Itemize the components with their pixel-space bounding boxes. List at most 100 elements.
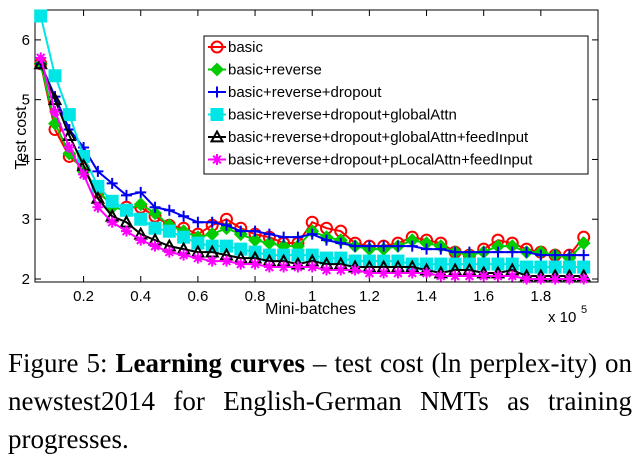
data-point bbox=[449, 270, 461, 282]
x-tick-label: 1.6 bbox=[473, 288, 494, 305]
x-axis-label: Mini-batches bbox=[265, 301, 356, 318]
data-point bbox=[549, 273, 561, 285]
data-point bbox=[220, 255, 232, 267]
caption-label: Figure 5: bbox=[8, 348, 108, 378]
data-point bbox=[249, 258, 261, 270]
data-point bbox=[478, 270, 490, 282]
data-point bbox=[563, 249, 575, 261]
data-point bbox=[392, 240, 404, 252]
data-point bbox=[578, 249, 590, 261]
legend-label: basic bbox=[228, 39, 264, 56]
data-point bbox=[349, 240, 361, 252]
legend-box bbox=[203, 35, 589, 175]
x-tick-label: 1 bbox=[308, 288, 316, 305]
data-point bbox=[521, 246, 533, 258]
data-point bbox=[206, 255, 218, 267]
data-point bbox=[192, 252, 204, 264]
x-axis-multiplier: x 10 5 bbox=[548, 304, 587, 326]
y-tick-label: 3 bbox=[22, 211, 30, 228]
data-point bbox=[421, 243, 433, 255]
data-point bbox=[363, 240, 375, 252]
data-point bbox=[506, 270, 518, 282]
y-tick-label: 4 bbox=[22, 151, 30, 168]
legend: basic basic+reverse basic+reverse+dropout b… bbox=[203, 35, 589, 175]
data-point bbox=[249, 225, 261, 237]
x-tick-label: 0.4 bbox=[130, 288, 151, 305]
data-point bbox=[148, 221, 162, 235]
data-point bbox=[578, 273, 590, 285]
data-point bbox=[406, 267, 418, 279]
y-tick-label: 5 bbox=[22, 92, 30, 109]
legend-label: basic+reverse bbox=[228, 62, 322, 79]
data-point bbox=[92, 165, 104, 177]
x-tick-label: 0.6 bbox=[187, 288, 208, 305]
caption-text: – test cost (ln perplex-ity) on newstest… bbox=[8, 348, 632, 454]
data-point bbox=[62, 108, 76, 122]
data-point bbox=[263, 228, 275, 240]
data-point bbox=[33, 56, 48, 70]
data-point bbox=[535, 249, 547, 261]
data-point bbox=[192, 216, 204, 228]
data-point bbox=[321, 264, 333, 276]
data-point bbox=[521, 273, 533, 285]
data-point bbox=[106, 216, 118, 228]
data-point bbox=[105, 194, 119, 208]
data-point bbox=[62, 127, 77, 141]
data-point bbox=[349, 264, 361, 276]
data-point bbox=[335, 264, 347, 276]
data-point bbox=[378, 267, 390, 279]
data-point bbox=[163, 246, 175, 258]
data-point bbox=[211, 86, 223, 98]
data-point bbox=[421, 267, 433, 279]
data-point bbox=[549, 249, 561, 261]
data-point bbox=[178, 210, 190, 222]
legend-label: basic+reverse+dropout+globalAttn bbox=[228, 107, 457, 124]
data-point bbox=[292, 261, 304, 273]
data-point bbox=[133, 197, 148, 212]
data-point bbox=[306, 261, 318, 273]
legend-label: basic+reverse+dropout+globalAttn+feedInp… bbox=[228, 129, 529, 146]
x-tick-label: 0.2 bbox=[73, 288, 94, 305]
legend-entry: basic+reverse+dropout+globalAttn bbox=[208, 107, 457, 124]
x-multiplier-exponent: 5 bbox=[581, 304, 587, 316]
data-point bbox=[235, 225, 247, 237]
data-point bbox=[149, 240, 161, 252]
data-point bbox=[210, 108, 224, 121]
legend-entry: basic+reverse+dropout bbox=[208, 84, 382, 101]
data-point bbox=[209, 129, 225, 143]
data-point bbox=[449, 246, 461, 258]
data-point bbox=[119, 203, 133, 217]
data-point bbox=[535, 273, 547, 285]
data-point bbox=[492, 270, 504, 282]
caption-bold-title: Learning curves bbox=[115, 348, 306, 378]
data-point bbox=[135, 186, 147, 198]
legend-entry: basic+reverse+dropout+globalAttn+feedInp… bbox=[208, 129, 529, 146]
legend-label: basic+reverse+dropout bbox=[228, 84, 382, 101]
data-point bbox=[321, 234, 333, 246]
data-point bbox=[162, 224, 176, 238]
data-point bbox=[92, 201, 104, 213]
data-point bbox=[406, 240, 418, 252]
data-point bbox=[563, 273, 575, 285]
data-point bbox=[211, 154, 223, 165]
figure-caption: Figure 5: Learning curves – test cost (l… bbox=[8, 344, 632, 458]
data-point bbox=[492, 246, 504, 258]
data-point bbox=[435, 270, 447, 282]
data-point bbox=[392, 267, 404, 279]
x-tick-label: 1.4 bbox=[416, 288, 437, 305]
data-point bbox=[134, 212, 148, 226]
data-point bbox=[278, 261, 290, 273]
data-point bbox=[463, 246, 475, 258]
data-point bbox=[34, 9, 48, 23]
legend-entry: basic+reverse+dropout+pLocalAttn+feedInp… bbox=[208, 152, 533, 169]
x-tick-label: 1.8 bbox=[530, 288, 551, 305]
data-point bbox=[435, 243, 447, 255]
data-point bbox=[163, 204, 175, 216]
data-point bbox=[120, 189, 132, 201]
data-point bbox=[235, 258, 247, 270]
data-point bbox=[478, 246, 490, 258]
x-tick-label: 0.8 bbox=[245, 288, 266, 305]
y-tick-label: 6 bbox=[22, 32, 30, 49]
data-point bbox=[278, 231, 290, 243]
data-point bbox=[463, 270, 475, 282]
